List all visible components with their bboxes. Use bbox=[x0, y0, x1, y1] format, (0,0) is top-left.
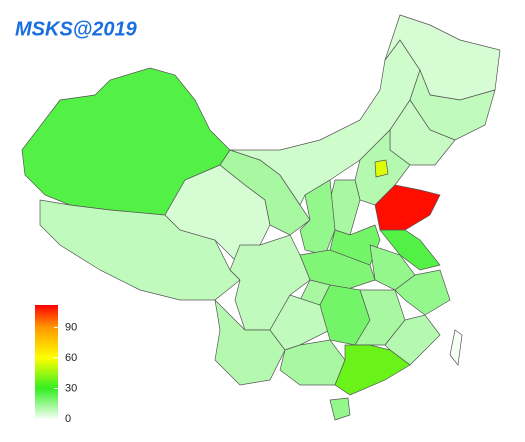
colorbar bbox=[35, 305, 58, 419]
region bbox=[214, 298, 286, 386]
region bbox=[449, 329, 463, 366]
region bbox=[329, 397, 351, 421]
colorbar-label: 0 bbox=[65, 413, 71, 425]
colorbar-label: 60 bbox=[65, 352, 77, 364]
region bbox=[354, 289, 406, 346]
colorbar-label: 90 bbox=[65, 321, 77, 333]
colorbar-label: 30 bbox=[65, 382, 77, 394]
region bbox=[374, 159, 389, 178]
region bbox=[334, 344, 411, 396]
map-title: MSKS@2019 bbox=[15, 18, 138, 40]
